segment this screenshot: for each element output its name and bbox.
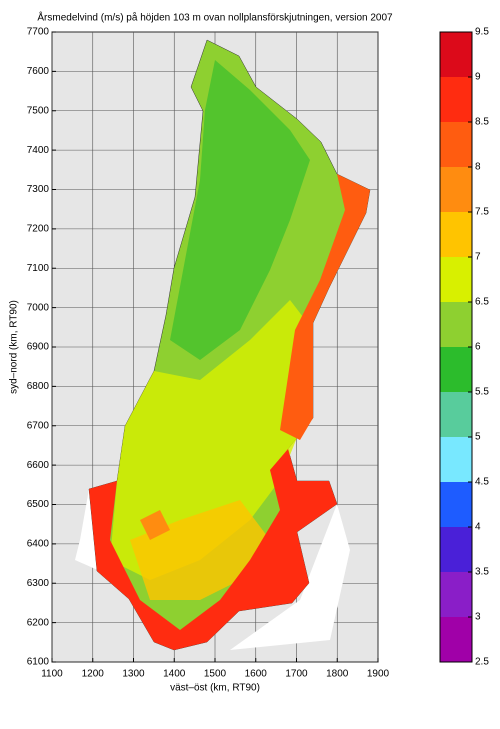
y-tick-label: 6800 — [27, 381, 50, 392]
colorbar: 2.5 3 3.5 4 4.5 5 5.5 6 6.5 7 7.5 8 8.5 9 9.5 — [439, 27, 489, 668]
colorbar-segment — [440, 257, 472, 302]
colorbar-label: 5.5 — [475, 387, 489, 398]
region-orange — [140, 510, 170, 540]
colorbar-segment — [440, 32, 472, 77]
colorbar-label: 7 — [475, 252, 481, 263]
y-tick-label: 7300 — [27, 184, 50, 195]
region-green — [170, 60, 310, 360]
y-tick-label: 7000 — [27, 302, 50, 313]
x-tick-label: 1500 — [204, 669, 227, 680]
sweden-wind-field — [75, 39, 371, 651]
colorbar-segment — [440, 437, 472, 482]
colorbar-label: 4 — [475, 522, 481, 533]
x-tick-label: 1200 — [82, 669, 105, 680]
y-tick-label: 6400 — [27, 539, 50, 550]
region-yellow — [110, 300, 313, 580]
y-tick-label: 6300 — [27, 578, 50, 589]
colorbar-label: 6 — [475, 342, 481, 353]
x-tick-label: 1900 — [367, 669, 390, 680]
colorbar-label: 7.5 — [475, 207, 489, 218]
white-region — [230, 504, 350, 650]
coast-red — [280, 174, 370, 440]
colorbar-segment — [440, 302, 472, 347]
y-tick-label: 6200 — [27, 617, 50, 628]
title: Årsmedelvind (m/s) på höjden 103 m ovan … — [37, 11, 393, 24]
y-tick-label: 6100 — [27, 657, 50, 668]
axes: 1100 1200 1300 1400 1500 1600 1700 1800 1900 6100… — [27, 27, 390, 680]
y-tick-label: 6500 — [27, 499, 50, 510]
colorbar-segment — [440, 122, 472, 167]
colorbar-segment — [440, 572, 472, 617]
colorbar-label: 5 — [475, 432, 481, 443]
colorbar-label: 6.5 — [475, 297, 489, 308]
colorbar-segment — [440, 77, 472, 122]
y-tick-label: 6900 — [27, 342, 50, 353]
x-tick-label: 1100 — [41, 669, 63, 680]
colorbar-label: 8.5 — [475, 117, 489, 128]
colorbar-segment — [440, 482, 472, 527]
colorbar-label: 3 — [475, 612, 481, 623]
coast-red — [89, 449, 337, 650]
colorbar-segment — [440, 212, 472, 257]
y-tick-label: 7700 — [27, 27, 50, 38]
y-tick-label: 6600 — [27, 460, 50, 471]
y-tick-label: 7600 — [27, 66, 50, 77]
region-orange — [130, 500, 270, 600]
colorbar-label: 9.5 — [475, 27, 489, 38]
y-tick-label: 7200 — [27, 224, 50, 235]
colorbar-segment — [440, 527, 472, 572]
x-tick-label: 1800 — [326, 669, 349, 680]
colorbar-segment — [440, 167, 472, 212]
x-axis-label: väst–öst (km, RT90) — [170, 683, 260, 694]
y-tick-label: 7100 — [27, 263, 50, 274]
colorbar-segment — [440, 347, 472, 392]
y-tick-label: 7400 — [27, 145, 50, 156]
colorbar-segment — [440, 617, 472, 662]
colorbar-label: 4.5 — [475, 477, 489, 488]
colorbar-label: 9 — [475, 72, 481, 83]
y-tick-label: 6700 — [27, 420, 50, 431]
colorbar-segment — [440, 392, 472, 437]
x-tick-label: 1300 — [122, 669, 145, 680]
colorbar-label: 8 — [475, 162, 481, 173]
x-tick-label: 1600 — [245, 669, 268, 680]
colorbar-label: 2.5 — [475, 657, 489, 668]
x-tick-label: 1700 — [285, 669, 308, 680]
colorbar-label: 3.5 — [475, 567, 489, 578]
y-tick-label: 7500 — [27, 105, 50, 116]
y-axis-label: syd–nord (km, RT90) — [9, 300, 20, 394]
x-tick-label: 1400 — [163, 669, 186, 680]
